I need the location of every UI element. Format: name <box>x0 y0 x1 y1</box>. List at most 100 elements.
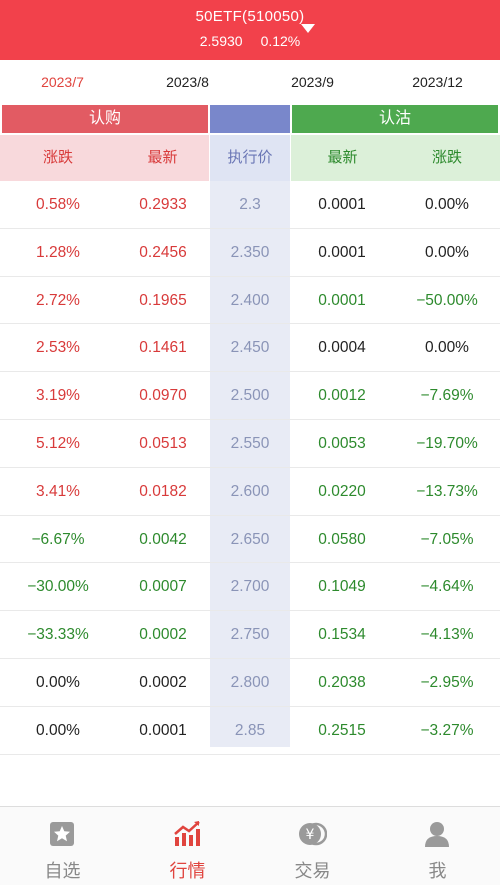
call-last-cell[interactable]: 0.1461 <box>139 339 187 357</box>
put-last-cell[interactable]: 0.0012 <box>318 387 366 405</box>
call-change-cell[interactable]: 0.00% <box>36 721 80 739</box>
strike-cell[interactable]: 2.350 <box>230 243 270 261</box>
put-change-cell[interactable]: −13.73% <box>416 482 478 500</box>
header-put-last: 最新 <box>327 149 358 166</box>
call-last-cell[interactable]: 0.0513 <box>139 434 187 452</box>
star-icon <box>50 822 74 846</box>
nav-market[interactable]: 行情 <box>125 807 250 885</box>
put-change-cell[interactable]: −4.13% <box>420 626 474 644</box>
strike-cell[interactable]: 2.85 <box>234 721 266 739</box>
strike-cell[interactable]: 2.500 <box>230 387 270 405</box>
put-last-cell[interactable]: 0.2038 <box>318 673 366 691</box>
call-last-cell[interactable]: 0.2933 <box>139 196 187 213</box>
nav-label-me: 我 <box>428 861 447 881</box>
strike-cell[interactable]: 2.800 <box>230 673 270 691</box>
table-row[interactable]: 3.19% 0.0970 2.500 0.0012 −7.69% <box>0 372 500 420</box>
strike-column-header: 执行价 <box>210 135 290 181</box>
call-change-cell[interactable]: 5.12% <box>36 434 80 452</box>
put-change-cell[interactable]: −2.95% <box>420 673 474 691</box>
table-row[interactable]: −33.33% 0.0002 2.750 0.1534 −4.13% <box>0 611 500 659</box>
tab-expiry-2023-9[interactable]: 2023/9 <box>291 74 334 90</box>
header-put-change: 涨跌 <box>431 149 462 166</box>
table-row[interactable]: 1.28% 0.2456 2.350 0.0001 0.00% <box>0 229 500 277</box>
nav-label-trade: 交易 <box>294 861 331 881</box>
call-last-cell[interactable]: 0.0182 <box>139 482 187 500</box>
call-change-cell[interactable]: −30.00% <box>27 578 89 596</box>
put-last-cell[interactable]: 0.0580 <box>318 530 366 548</box>
call-last-cell[interactable]: 0.0001 <box>139 721 187 739</box>
tab-expiry-2023-12[interactable]: 2023/12 <box>412 74 463 90</box>
table-row[interactable]: 0.00% 0.0001 2.85 0.2515 −3.27% <box>0 707 500 755</box>
put-change-cell[interactable]: −4.64% <box>420 578 474 596</box>
tab-expiry-2023-7[interactable]: 2023/7 <box>41 74 84 90</box>
put-change-cell[interactable]: −3.27% <box>420 721 474 739</box>
strike-cell[interactable]: 2.650 <box>230 530 270 548</box>
call-last-cell[interactable]: 0.0007 <box>139 578 187 596</box>
strike-cell[interactable]: 2.450 <box>230 339 270 357</box>
strike-cell[interactable]: 2.700 <box>230 578 270 596</box>
expiry-tabs: 2023/7 2023/8 2023/9 2023/12 <box>0 60 500 104</box>
table-row[interactable]: 0.58% 0.2933 2.3 0.0001 0.00% <box>0 181 500 229</box>
table-row[interactable]: 3.41% 0.0182 2.600 0.0220 −13.73% <box>0 468 500 516</box>
table-row[interactable]: 0.00% 0.0002 2.800 0.2038 −2.95% <box>0 659 500 707</box>
chart-icon <box>174 821 200 846</box>
call-change-cell[interactable]: 0.00% <box>36 673 80 691</box>
call-last-cell[interactable]: 0.2456 <box>139 243 187 261</box>
put-last-cell[interactable]: 0.0220 <box>318 482 366 500</box>
put-last-cell[interactable]: 0.1049 <box>318 578 366 596</box>
call-change-cell[interactable]: 2.53% <box>36 339 80 357</box>
bottom-nav: 自选 行情 ¥ 交易 我 <box>0 806 500 885</box>
nav-me[interactable]: 我 <box>375 807 500 885</box>
put-change-cell[interactable]: 0.00% <box>425 243 469 261</box>
nav-trade[interactable]: ¥ 交易 <box>250 807 375 885</box>
put-change-cell[interactable]: −50.00% <box>416 291 478 309</box>
strike-cell[interactable]: 2.550 <box>230 434 270 452</box>
put-change-cell[interactable]: −19.70% <box>416 434 478 452</box>
option-chain-table: 0.58% 0.2933 2.3 0.0001 0.00% 1.28% 0.2456 2.35… <box>0 181 500 755</box>
put-band: 认沽 <box>292 105 498 133</box>
table-row[interactable]: 5.12% 0.0513 2.550 0.0053 −19.70% <box>0 420 500 468</box>
table-row[interactable]: −30.00% 0.0007 2.700 0.1049 −4.64% <box>0 563 500 612</box>
put-last-cell[interactable]: 0.0004 <box>318 339 366 357</box>
put-last-cell[interactable]: 0.1534 <box>318 626 366 644</box>
tab-expiry-2023-8[interactable]: 2023/8 <box>166 74 209 90</box>
header-call-last: 最新 <box>147 149 178 166</box>
strike-cell[interactable]: 2.600 <box>230 482 270 500</box>
put-last-cell[interactable]: 0.0053 <box>318 434 366 452</box>
put-change-cell[interactable]: −7.05% <box>420 530 474 548</box>
nav-label-market: 行情 <box>169 861 206 881</box>
chevron-down-icon[interactable] <box>301 24 315 33</box>
put-last-cell[interactable]: 0.0001 <box>318 196 366 213</box>
put-change-cell[interactable]: −7.69% <box>420 387 474 405</box>
call-last-cell[interactable]: 0.0042 <box>139 530 187 548</box>
strike-cell[interactable]: 2.3 <box>239 196 261 213</box>
header-call-change: 涨跌 <box>42 149 73 166</box>
table-row[interactable]: −6.67% 0.0042 2.650 0.0580 −7.05% <box>0 516 500 564</box>
call-last-cell[interactable]: 0.0002 <box>139 626 187 644</box>
put-change-cell[interactable]: 0.00% <box>425 196 469 213</box>
put-last-cell[interactable]: 0.0001 <box>318 243 366 261</box>
call-last-cell[interactable]: 0.0002 <box>139 673 187 691</box>
call-change-cell[interactable]: −33.33% <box>27 626 89 644</box>
nav-watchlist[interactable]: 自选 <box>0 807 125 885</box>
call-band: 认购 <box>2 105 208 133</box>
call-change-cell[interactable]: 1.28% <box>36 243 80 261</box>
app-header: 50ETF(510050) 2.5930 0.12% <box>0 0 500 60</box>
strike-cell[interactable]: 2.400 <box>230 291 270 309</box>
call-change-cell[interactable]: 0.58% <box>36 196 80 213</box>
put-column-header: 最新 涨跌 <box>291 135 500 181</box>
call-last-cell[interactable]: 0.0970 <box>139 387 187 405</box>
call-change-cell[interactable]: 3.41% <box>36 482 80 500</box>
strike-band <box>210 105 290 133</box>
call-last-cell[interactable]: 0.1965 <box>139 291 187 309</box>
put-last-cell[interactable]: 0.0001 <box>318 291 366 309</box>
strike-cell[interactable]: 2.750 <box>230 626 270 644</box>
table-row[interactable]: 2.72% 0.1965 2.400 0.0001 −50.00% <box>0 277 500 325</box>
table-row[interactable]: 2.53% 0.1461 2.450 0.0004 0.00% <box>0 324 500 373</box>
call-change-cell[interactable]: −6.67% <box>31 530 85 548</box>
call-change-cell[interactable]: 2.72% <box>36 291 80 309</box>
put-change-cell[interactable]: 0.00% <box>425 339 469 357</box>
call-change-cell[interactable]: 3.19% <box>36 387 80 405</box>
underlying-title[interactable]: 50ETF(510050) <box>195 8 305 25</box>
put-last-cell[interactable]: 0.2515 <box>318 721 366 739</box>
